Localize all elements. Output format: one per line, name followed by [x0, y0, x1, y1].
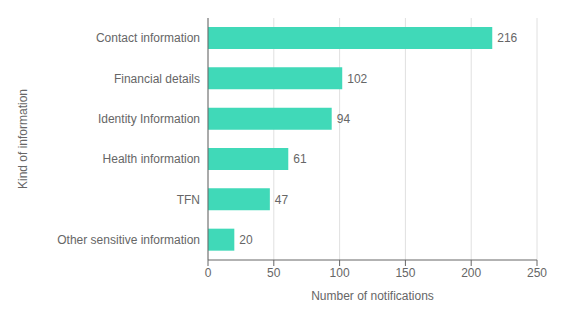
- svg-text:102: 102: [347, 72, 367, 86]
- svg-text:Number of notifications: Number of notifications: [311, 289, 434, 303]
- svg-text:20: 20: [239, 233, 253, 247]
- svg-text:150: 150: [395, 266, 415, 280]
- svg-text:0: 0: [205, 266, 212, 280]
- svg-text:61: 61: [293, 152, 307, 166]
- svg-text:Other sensitive information: Other sensitive information: [57, 233, 200, 247]
- svg-text:TFN: TFN: [177, 193, 200, 207]
- svg-text:Kind of information: Kind of information: [16, 89, 30, 189]
- svg-text:Contact information: Contact information: [96, 31, 200, 45]
- svg-text:Identity Information: Identity Information: [98, 112, 200, 126]
- svg-text:Financial details: Financial details: [114, 72, 200, 86]
- svg-text:200: 200: [461, 266, 481, 280]
- svg-text:94: 94: [337, 112, 351, 126]
- svg-text:250: 250: [527, 266, 547, 280]
- svg-text:216: 216: [497, 31, 517, 45]
- svg-text:47: 47: [275, 193, 289, 207]
- svg-text:100: 100: [330, 266, 350, 280]
- svg-text:Health information: Health information: [103, 152, 200, 166]
- svg-text:50: 50: [267, 266, 281, 280]
